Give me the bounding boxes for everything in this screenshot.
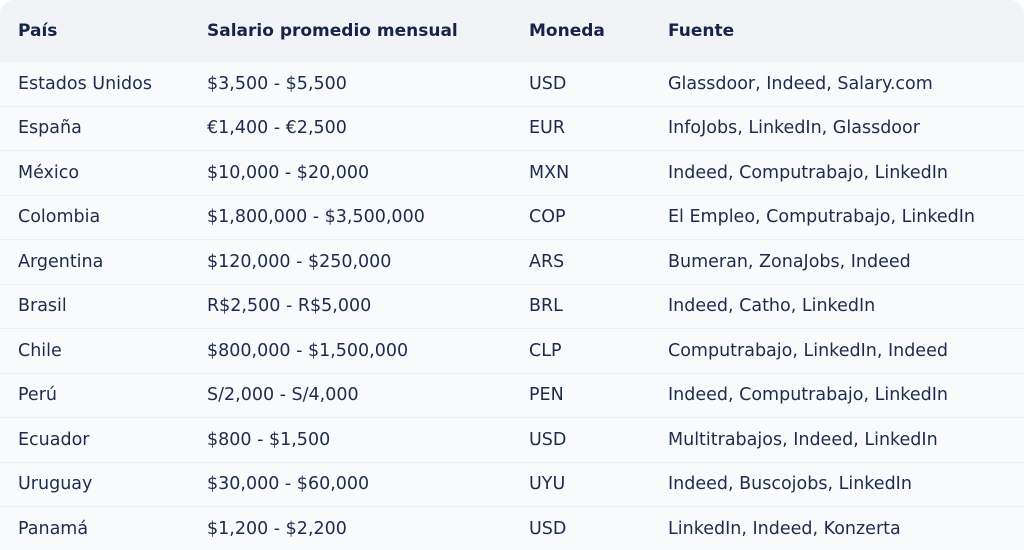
cell-salario: S/2,000 - S/4,000	[189, 372, 511, 418]
header-pais: País	[0, 0, 189, 62]
cell-fuente: Computrabajo, LinkedIn, Indeed	[650, 328, 1024, 373]
cell-fuente: Glassdoor, Indeed, Salary.com	[650, 61, 1024, 106]
cell-pais: México	[0, 150, 189, 195]
cell-fuente: Bumeran, ZonaJobs, Indeed	[650, 239, 1024, 284]
table-row: México $10,000 - $20,000 MXN Indeed, Comput…	[0, 150, 1024, 195]
table-row: Colombia $1,800,000 - $3,500,000 COP El Emp…	[0, 194, 1024, 240]
cell-moneda: USD	[511, 61, 650, 106]
cell-moneda: BRL	[511, 283, 650, 329]
cell-pais: Perú	[0, 372, 189, 418]
cell-moneda: UYU	[511, 461, 650, 507]
cell-fuente: Indeed, Computrabajo, LinkedIn	[650, 372, 1024, 418]
cell-fuente: Indeed, Catho, LinkedIn	[650, 283, 1024, 329]
table-row: España €1,400 - €2,500 EUR InfoJobs, Linked…	[0, 105, 1024, 151]
cell-fuente: Indeed, Computrabajo, LinkedIn	[650, 150, 1024, 195]
cell-fuente: InfoJobs, LinkedIn, Glassdoor	[650, 105, 1024, 151]
cell-pais: Ecuador	[0, 417, 189, 462]
cell-salario: €1,400 - €2,500	[189, 105, 511, 151]
cell-pais: Argentina	[0, 239, 189, 284]
cell-salario: $800,000 - $1,500,000	[189, 328, 511, 373]
cell-salario: $1,800,000 - $3,500,000	[189, 194, 511, 240]
cell-pais: Chile	[0, 328, 189, 373]
cell-moneda: MXN	[511, 150, 650, 195]
cell-moneda: USD	[511, 506, 650, 550]
table-row: Panamá $1,200 - $2,200 USD LinkedIn, Indeed…	[0, 506, 1024, 550]
cell-salario: $10,000 - $20,000	[189, 150, 511, 195]
table-row: Uruguay $30,000 - $60,000 UYU Indeed, Busco…	[0, 461, 1024, 507]
cell-pais: Colombia	[0, 194, 189, 240]
cell-pais: Brasil	[0, 283, 189, 329]
cell-moneda: CLP	[511, 328, 650, 373]
cell-pais: Panamá	[0, 506, 189, 550]
cell-salario: $3,500 - $5,500	[189, 61, 511, 106]
header-salario: Salario promedio mensual	[189, 0, 511, 62]
table-row: Perú S/2,000 - S/4,000 PEN Indeed, Computra…	[0, 372, 1024, 418]
cell-salario: $800 - $1,500	[189, 417, 511, 462]
cell-salario: $120,000 - $250,000	[189, 239, 511, 284]
cell-moneda: EUR	[511, 105, 650, 151]
table-row: Estados Unidos $3,500 - $5,500 USD Glassdoo…	[0, 61, 1024, 106]
table-row: Chile $800,000 - $1,500,000 CLP Computrabaj…	[0, 328, 1024, 373]
table-header-row: País Salario promedio mensual Moneda Fue…	[0, 0, 1024, 62]
header-moneda: Moneda	[511, 0, 650, 62]
cell-salario: R$2,500 - R$5,000	[189, 283, 511, 329]
cell-fuente: LinkedIn, Indeed, Konzerta	[650, 506, 1024, 550]
cell-moneda: ARS	[511, 239, 650, 284]
cell-salario: $1,200 - $2,200	[189, 506, 511, 550]
cell-moneda: USD	[511, 417, 650, 462]
cell-fuente: El Empleo, Computrabajo, LinkedIn	[650, 194, 1024, 240]
table-row: Ecuador $800 - $1,500 USD Multitrabajos, In…	[0, 417, 1024, 462]
cell-moneda: PEN	[511, 372, 650, 418]
cell-moneda: COP	[511, 194, 650, 240]
cell-salario: $30,000 - $60,000	[189, 461, 511, 507]
table-row: Argentina $120,000 - $250,000 ARS Bumeran, …	[0, 239, 1024, 284]
cell-pais: España	[0, 105, 189, 151]
cell-pais: Uruguay	[0, 461, 189, 507]
cell-fuente: Multitrabajos, Indeed, LinkedIn	[650, 417, 1024, 462]
cell-pais: Estados Unidos	[0, 61, 189, 106]
table-row: Brasil R$2,500 - R$5,000 BRL Indeed, Catho,…	[0, 283, 1024, 329]
cell-fuente: Indeed, Buscojobs, LinkedIn	[650, 461, 1024, 507]
header-fuente: Fuente	[650, 0, 1024, 62]
